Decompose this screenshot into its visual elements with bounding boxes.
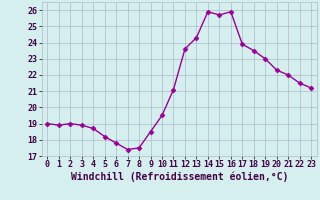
X-axis label: Windchill (Refroidissement éolien,°C): Windchill (Refroidissement éolien,°C) xyxy=(70,172,288,182)
